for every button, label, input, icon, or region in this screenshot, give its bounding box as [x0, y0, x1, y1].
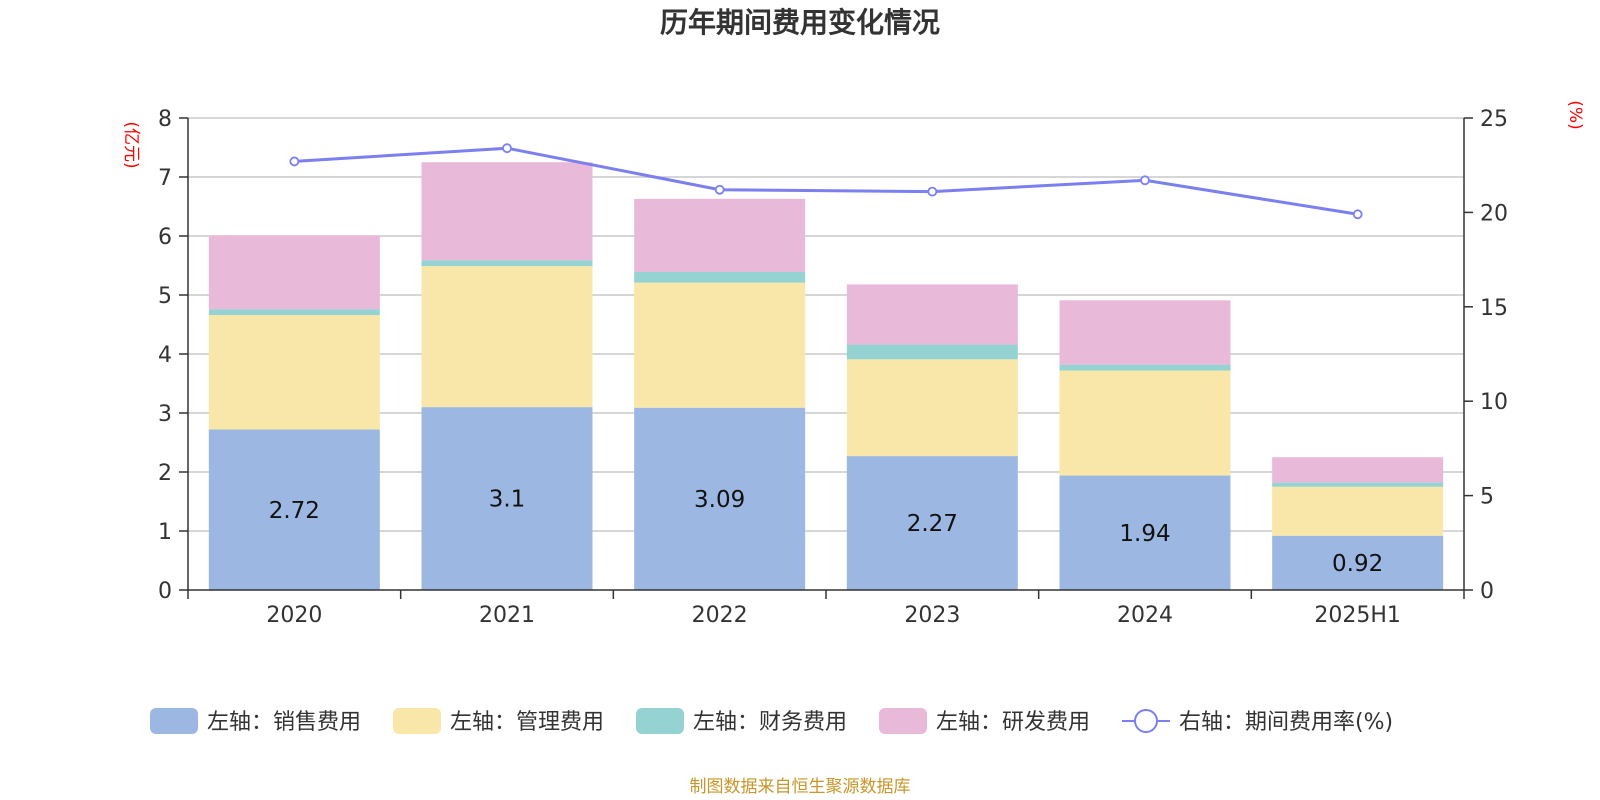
rate-line-path	[294, 146, 1358, 216]
bar-segment	[846, 284, 1018, 345]
rate-point	[927, 186, 938, 197]
bar-segment	[208, 235, 380, 310]
bar-segment	[1272, 486, 1444, 536]
left-tick-label: 7	[158, 166, 172, 191]
bars	[208, 162, 1444, 590]
legend-label: 左轴：财务费用	[693, 710, 847, 735]
bar-segment	[421, 407, 593, 590]
x-tick-label: 2021	[479, 603, 535, 628]
bar-value-label: 1.94	[1119, 521, 1170, 547]
right-tick-label: 0	[1480, 579, 1494, 604]
gridlines	[188, 117, 1464, 532]
right-tick-label: 15	[1480, 296, 1508, 321]
right-axis-unit: (%)	[1565, 100, 1585, 129]
right-tick-label: 10	[1480, 390, 1508, 415]
rate-line	[289, 143, 1363, 220]
x-tick-label: 2023	[904, 603, 960, 628]
left-tick-label: 4	[158, 343, 172, 368]
bar-segment	[846, 456, 1018, 590]
rate-point	[502, 143, 512, 154]
legend-swatch	[393, 708, 441, 734]
bar-segment	[208, 315, 380, 430]
left-tick-label: 0	[158, 579, 172, 604]
left-tick-label: 6	[158, 225, 172, 250]
source-note: 制图数据来自恒生聚源数据库	[690, 777, 911, 797]
bar-segment	[421, 266, 593, 408]
right-tick-label: 25	[1480, 107, 1508, 132]
bar-segment	[421, 260, 593, 267]
legend-label: 右轴：期间费用率(%)	[1179, 710, 1393, 735]
x-tick-label: 2020	[266, 603, 322, 628]
legend: 左轴：销售费用 左轴：管理费用 左轴：财务费用 左轴：研发费用 右轴：期间费用率(%)	[150, 708, 1393, 735]
legend-label: 左轴：研发费用	[936, 710, 1090, 735]
x-tick-label: 2025H1	[1314, 603, 1401, 628]
right-tick-label: 5	[1480, 485, 1494, 510]
bar-segment	[1272, 482, 1444, 487]
bar-segment	[208, 309, 380, 316]
bar-value-label: 3.09	[694, 487, 745, 513]
left-tick-label: 8	[158, 107, 172, 132]
x-tick-label: 2022	[692, 603, 748, 628]
axes: 0 1 2 3 4 5 6 7 8 0 5 10 15 20 25 2020 2021 2022 2023 2024 2…	[158, 107, 1508, 628]
data-labels: 2.72 3.1 3.09 2.27 1.94 0.92	[269, 487, 1384, 577]
rate-point	[289, 156, 300, 167]
bar-segment	[1272, 535, 1444, 590]
bar-value-label: 2.27	[907, 511, 958, 537]
legend-label: 左轴：管理费用	[450, 710, 604, 735]
bar-segment	[634, 282, 806, 408]
bar-segment	[1272, 457, 1444, 483]
left-tick-label: 1	[158, 520, 172, 545]
x-tick-label: 2024	[1117, 603, 1173, 628]
rate-point	[1140, 175, 1150, 186]
bar-segment	[1059, 475, 1231, 590]
bar-segment	[846, 344, 1018, 360]
bar-value-label: 0.92	[1332, 551, 1383, 577]
bar-segment	[208, 429, 380, 590]
bar-value-label: 3.1	[489, 487, 526, 513]
chart-title: 历年期间费用变化情况	[660, 6, 940, 39]
bar-segment	[1059, 370, 1231, 476]
left-axis-unit: (亿元)	[121, 121, 141, 168]
bar-segment	[846, 359, 1018, 457]
rate-point	[714, 184, 725, 195]
legend-swatch-marker	[1134, 709, 1158, 733]
bar-segment	[1059, 300, 1231, 365]
legend-swatch	[879, 708, 927, 734]
bar-value-label: 2.72	[269, 498, 320, 524]
bar-segment	[634, 407, 806, 590]
legend-label: 左轴：销售费用	[207, 710, 361, 735]
bar-segment	[634, 271, 806, 283]
left-tick-label: 5	[158, 284, 172, 309]
bar-segment	[421, 162, 593, 261]
legend-swatch	[150, 708, 198, 734]
right-tick-label: 20	[1480, 201, 1508, 226]
left-tick-label: 2	[158, 461, 172, 486]
left-tick-label: 3	[158, 402, 172, 427]
bar-segment	[1059, 364, 1231, 371]
legend-swatch	[636, 708, 684, 734]
bar-segment	[634, 198, 806, 272]
rate-point	[1352, 209, 1363, 220]
